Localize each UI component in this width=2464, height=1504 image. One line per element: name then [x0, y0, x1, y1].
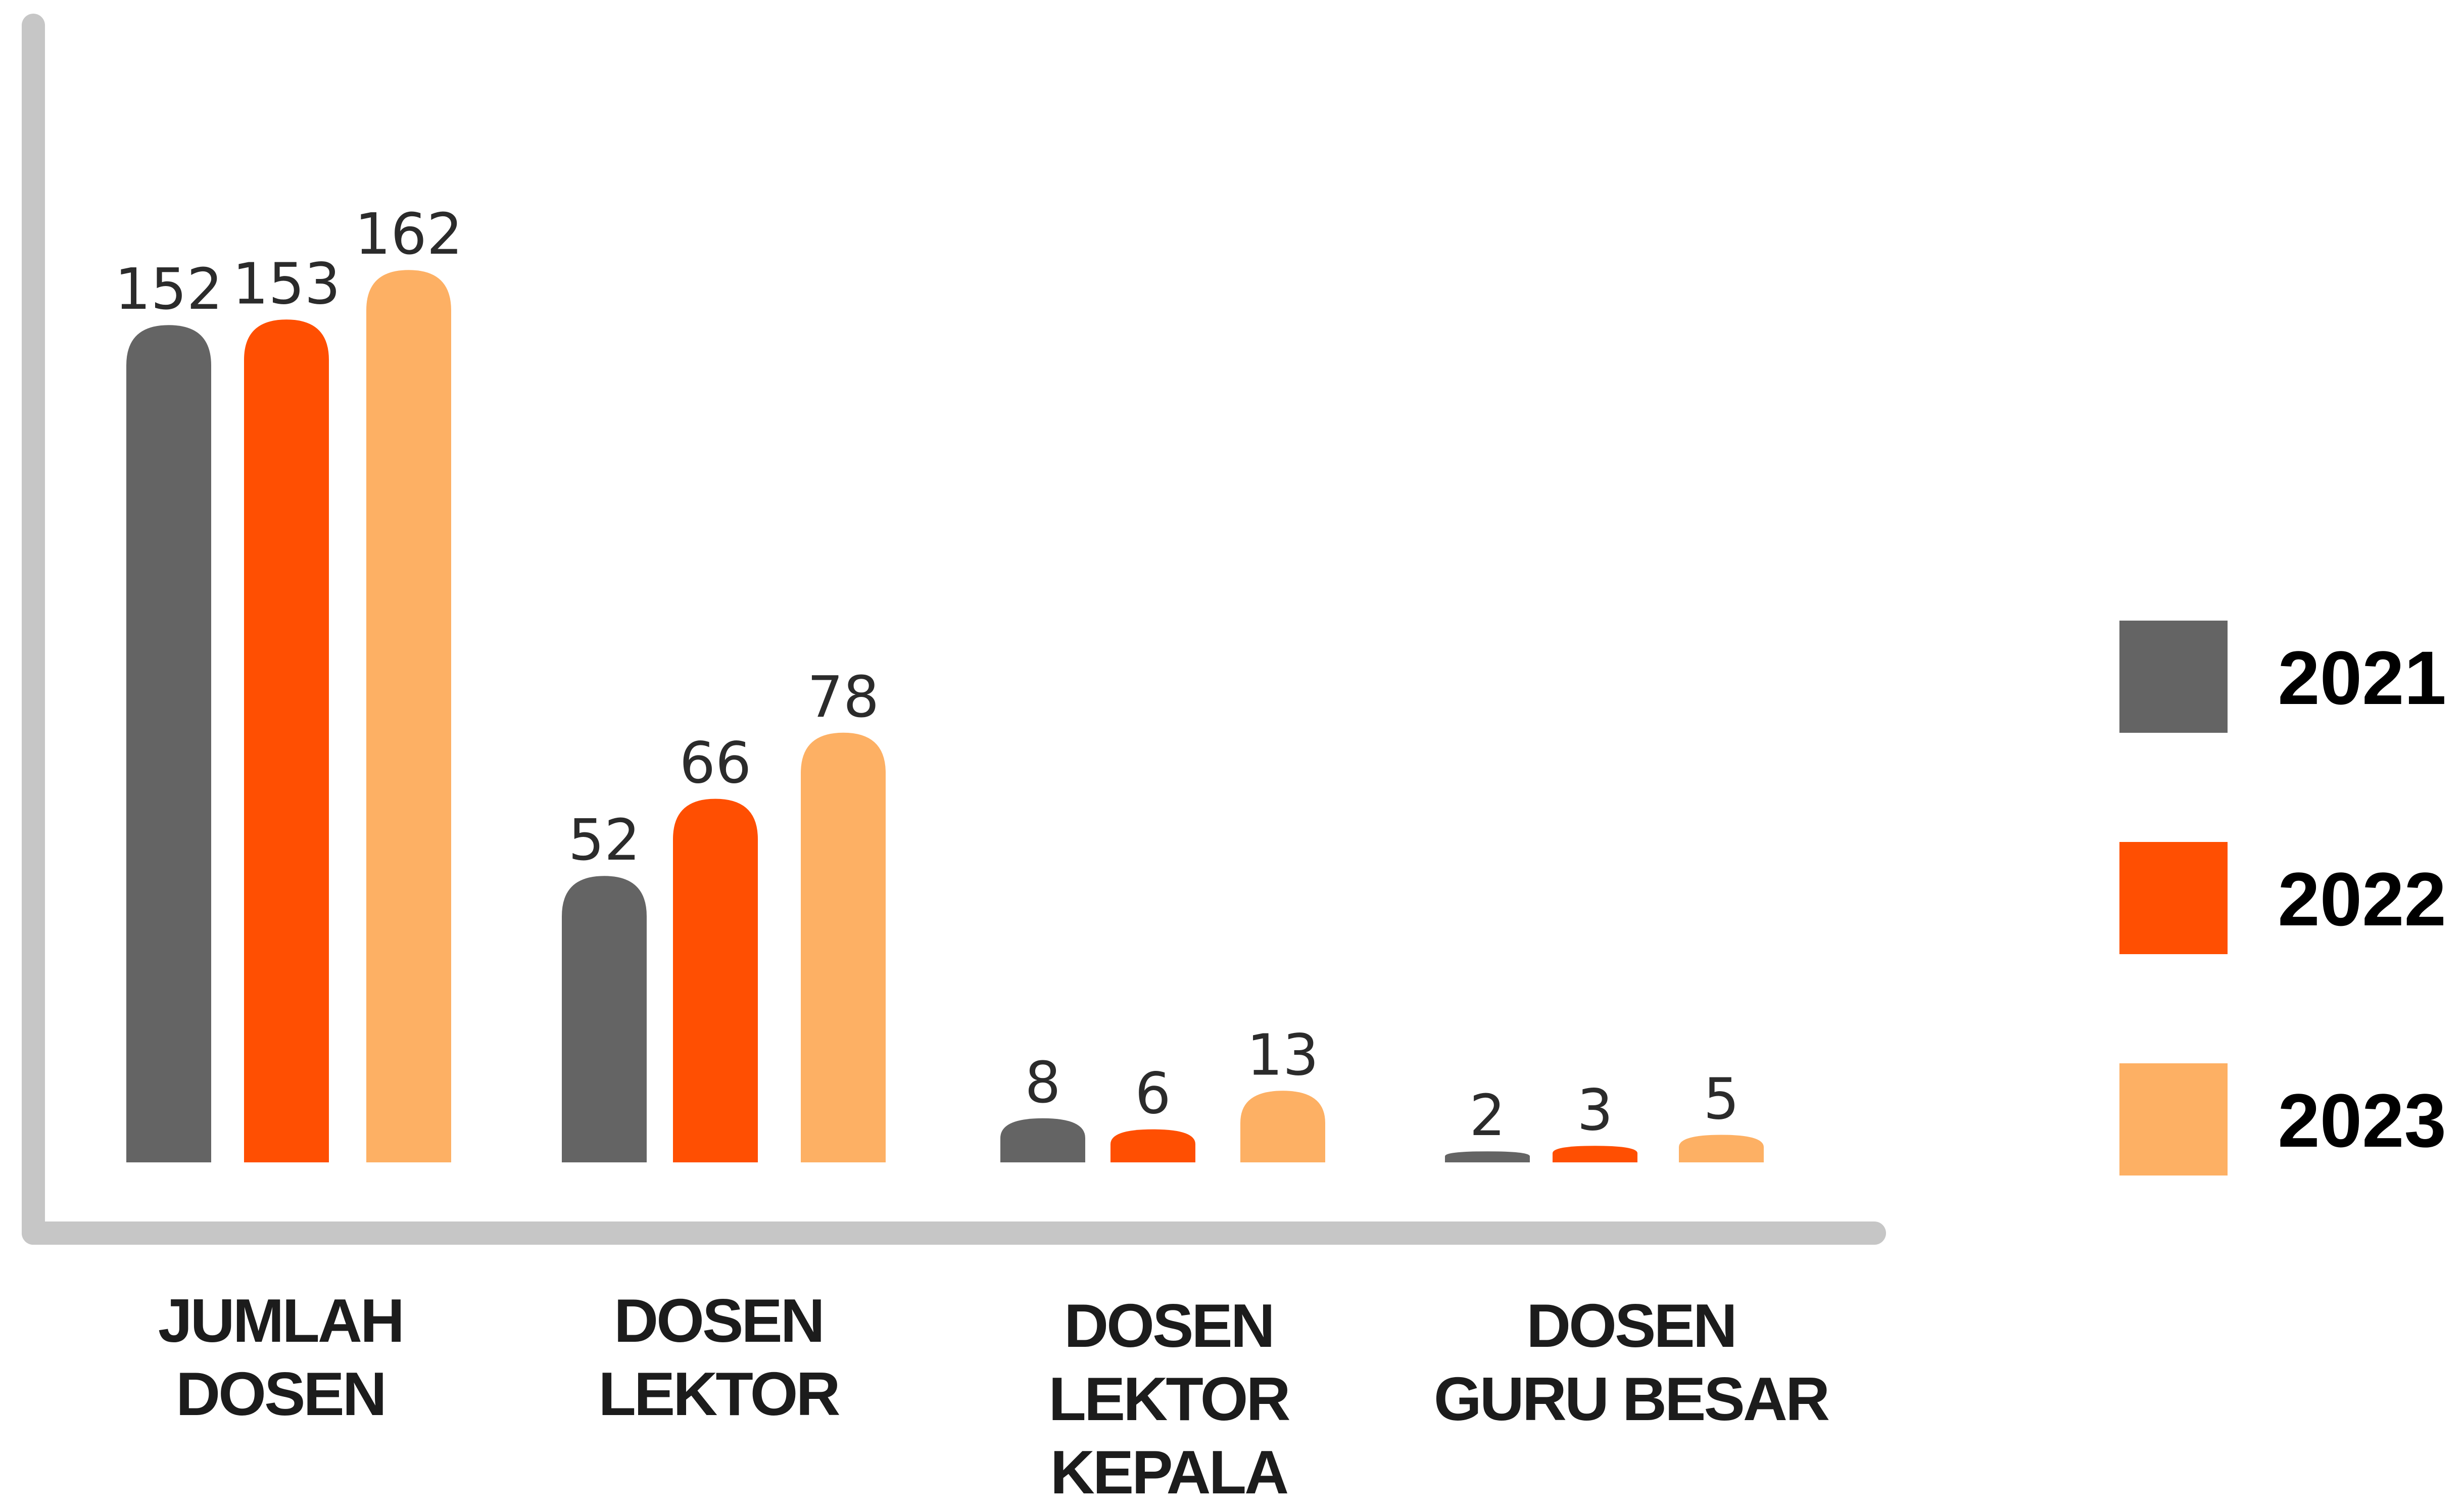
bar-2021-3: [1445, 1151, 1530, 1162]
bar-2021-2: [1000, 1118, 1085, 1162]
value-label-2022-3: 3: [1577, 1077, 1613, 1143]
category-label-2-line-0: DOSEN: [1064, 1291, 1273, 1360]
bar-2023-2: [1240, 1091, 1325, 1162]
legend-swatch-2023: [2119, 1063, 2228, 1176]
legend-label-2022: 2022: [2278, 857, 2446, 942]
legend-label-2023: 2023: [2278, 1078, 2446, 1163]
legend-label-2021: 2021: [2278, 635, 2446, 720]
value-label-2021-1: 52: [568, 808, 641, 873]
category-label-1-line-0: DOSEN: [614, 1286, 823, 1355]
bar-2021-0: [126, 325, 211, 1163]
category-label-3-line-0: DOSEN: [1526, 1291, 1735, 1360]
category-label-2-line-1: LEKTOR: [1048, 1365, 1289, 1433]
category-label-0: JUMLAH DOSEN: [158, 1286, 403, 1428]
category-label-3-line-1: GURU BESAR: [1434, 1365, 1829, 1433]
value-label-2022-2: 6: [1135, 1061, 1171, 1127]
category-label-3: DOSEN GURU BESAR: [1434, 1291, 1829, 1433]
legend: 2021 2022 2023: [2119, 621, 2446, 1176]
category-label-0-line-0: JUMLAH: [158, 1286, 403, 1355]
value-label-2021-2: 8: [1025, 1050, 1060, 1116]
category-label-1-line-1: LEKTOR: [598, 1359, 839, 1428]
bar-2022-0: [244, 319, 329, 1162]
category-label-2-line-2: KEPALA: [1050, 1438, 1287, 1504]
category-label-1: DOSEN LEKTOR: [598, 1286, 839, 1428]
category-label-2: DOSEN LEKTOR KEPALA: [1048, 1291, 1289, 1504]
category-label-0-line-1: DOSEN: [176, 1359, 385, 1428]
legend-swatch-2022: [2119, 842, 2228, 954]
bars: [126, 270, 1764, 1163]
value-label-2023-1: 78: [807, 665, 880, 730]
bar-2022-2: [1110, 1129, 1195, 1162]
value-label-2021-3: 2: [1469, 1083, 1505, 1149]
value-label-2021-0: 152: [115, 257, 223, 322]
bar-2023-1: [801, 732, 886, 1162]
bar-2023-3: [1679, 1135, 1764, 1162]
axes: [22, 14, 1886, 1245]
bar-2022-1: [673, 798, 758, 1162]
bar-2022-3: [1553, 1146, 1637, 1162]
value-label-2022-0: 153: [232, 251, 341, 317]
value-label-2022-1: 66: [680, 731, 752, 796]
legend-swatch-2021: [2119, 621, 2228, 733]
value-label-2023-0: 162: [355, 202, 463, 267]
bar-2021-1: [562, 876, 647, 1162]
value-label-2023-2: 13: [1247, 1022, 1319, 1088]
value-label-2023-3: 5: [1703, 1067, 1739, 1133]
bar-2023-0: [366, 270, 451, 1163]
